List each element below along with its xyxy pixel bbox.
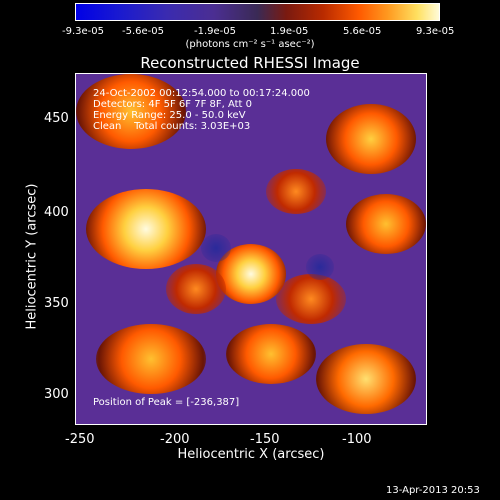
x-tick-label: -250 [65, 432, 95, 447]
emission-blob [316, 344, 416, 414]
colorbar-tick-label: -9.3e-05 [62, 26, 104, 37]
y-tick-label: 450 [44, 111, 69, 126]
colorbar-tick-label: -1.9e-05 [194, 26, 236, 37]
emission-blob [276, 274, 346, 324]
colorbar [75, 3, 440, 21]
image-title: Reconstructed RHESSI Image [140, 54, 360, 72]
x-tick-label: -100 [342, 432, 372, 447]
colorbar-units: (photons cm⁻² s⁻¹ asec⁻²) [185, 39, 315, 50]
emission-blob [346, 194, 426, 254]
energy-range-text: Energy Range: 25.0 - 50.0 keV [93, 110, 246, 121]
emission-blob [326, 104, 416, 174]
x-axis-label: Heliocentric X (arcsec) [177, 447, 325, 462]
peak-position-text: Position of Peak = [-236,387] [93, 397, 240, 408]
emission-blob [76, 74, 186, 149]
time-range-text: 24-Oct-2002 00:12:54.000 to 00:17:24.000 [93, 88, 310, 99]
emission-blob [226, 324, 316, 384]
colorbar-tick-label: 1.9e-05 [270, 26, 309, 37]
y-tick-label: 350 [44, 296, 69, 311]
x-tick-label: -150 [250, 432, 280, 447]
emission-blob [266, 169, 326, 214]
emission-blob [166, 264, 226, 314]
y-axis-label: Heliocentric Y (arcsec) [24, 183, 40, 330]
y-tick-label: 300 [44, 387, 69, 402]
colorbar-tick-label: 9.3e-05 [416, 26, 455, 37]
emission-blob [86, 189, 206, 269]
x-tick-label: -200 [160, 432, 190, 447]
void-blob [306, 254, 334, 280]
clean-counts-text: Clean Total counts: 3.03E+03 [93, 121, 251, 132]
colorbar-tick-label: 5.6e-05 [343, 26, 382, 37]
emission-blob [96, 324, 206, 394]
detectors-text: Detectors: 4F 5F 6F 7F 8F, Att 0 [93, 99, 253, 110]
plot-timestamp: 13-Apr-2013 20:53 [386, 485, 480, 496]
rhessi-image-panel [75, 73, 427, 425]
y-tick-label: 400 [44, 205, 69, 220]
void-blob [201, 234, 231, 262]
colorbar-tick-label: -5.6e-05 [122, 26, 164, 37]
